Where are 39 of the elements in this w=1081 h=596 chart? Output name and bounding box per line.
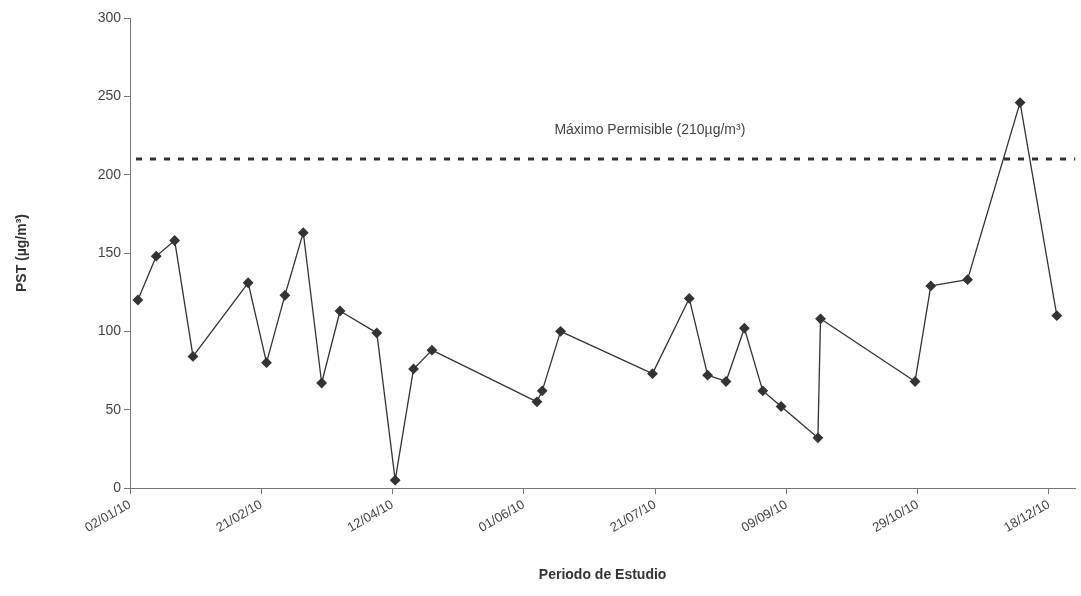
y-tick-label: 150 [97,243,122,260]
point [815,313,826,324]
point [390,475,401,486]
point [132,294,144,306]
point [169,235,180,246]
point [684,293,695,304]
point [316,377,327,389]
y-tick-label: 100 [97,322,122,339]
point [647,368,658,379]
point [537,385,548,397]
y-tick-label: 250 [97,87,122,104]
x-axis-title: Periodo de Estudio [538,566,667,583]
point [702,370,713,381]
y-axis-title: PST (µg/m³) [13,213,30,293]
point [426,344,438,356]
point [531,396,543,407]
point [187,351,199,362]
point [555,326,566,337]
point [757,385,768,397]
y-tick-label: 50 [105,400,122,417]
ref-line-label: Máximo Permisible (210µg/m³) [554,120,746,137]
point [925,280,936,292]
point [812,432,824,444]
point [962,274,973,285]
point [151,250,162,262]
y-tick-label: 0 [113,478,122,495]
point [1051,310,1062,321]
point [298,227,309,238]
point [334,305,346,317]
point [408,363,419,375]
point [739,323,750,334]
point [1014,97,1026,108]
point [261,357,272,368]
y-tick-label: 300 [97,8,122,25]
point [243,277,254,288]
point [279,290,291,301]
y-tick-label: 200 [97,165,122,182]
point [775,401,787,412]
point [371,327,382,339]
